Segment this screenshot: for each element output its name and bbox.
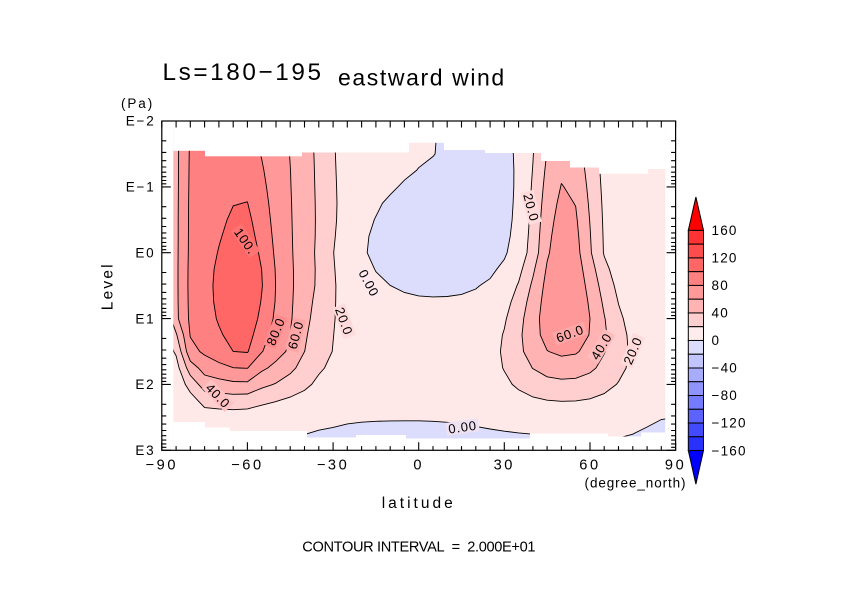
svg-text:20.0: 20.0	[520, 192, 542, 223]
svg-text:(degree_north): (degree_north)	[585, 476, 687, 491]
svg-text:E3: E3	[135, 443, 155, 458]
svg-text:120: 120	[712, 251, 738, 266]
svg-text:(Pa): (Pa)	[121, 96, 154, 111]
svg-text:−60: −60	[231, 458, 264, 474]
svg-text:E−2: E−2	[126, 114, 156, 129]
svg-text:latitude: latitude	[382, 495, 456, 512]
svg-text:90: 90	[665, 458, 686, 474]
svg-text:60.0: 60.0	[285, 319, 307, 350]
svg-text:60: 60	[579, 458, 600, 474]
svg-text:0.00: 0.00	[447, 418, 477, 437]
svg-text:160: 160	[712, 223, 738, 238]
svg-text:−160: −160	[712, 443, 747, 458]
svg-text:30: 30	[494, 458, 515, 474]
svg-text:40: 40	[712, 306, 729, 321]
svg-text:−90: −90	[146, 458, 179, 474]
svg-text:0: 0	[413, 458, 424, 474]
svg-text:−40: −40	[712, 361, 739, 376]
svg-text:Level: Level	[100, 262, 117, 310]
svg-text:80: 80	[712, 278, 729, 293]
svg-text:Ls=180−195: Ls=180−195	[163, 59, 324, 86]
svg-text:E−1: E−1	[126, 180, 156, 195]
svg-text:−30: −30	[317, 458, 350, 474]
svg-text:E1: E1	[135, 311, 155, 326]
svg-text:E0: E0	[135, 245, 155, 260]
svg-text:0: 0	[712, 333, 721, 348]
svg-text:CONTOUR INTERVAL = 2.000E+01: CONTOUR INTERVAL = 2.000E+01	[302, 540, 535, 556]
svg-text:E2: E2	[135, 377, 155, 392]
svg-text:−80: −80	[712, 388, 739, 403]
svg-text:eastward wind: eastward wind	[338, 65, 506, 91]
svg-text:−120: −120	[712, 416, 747, 431]
